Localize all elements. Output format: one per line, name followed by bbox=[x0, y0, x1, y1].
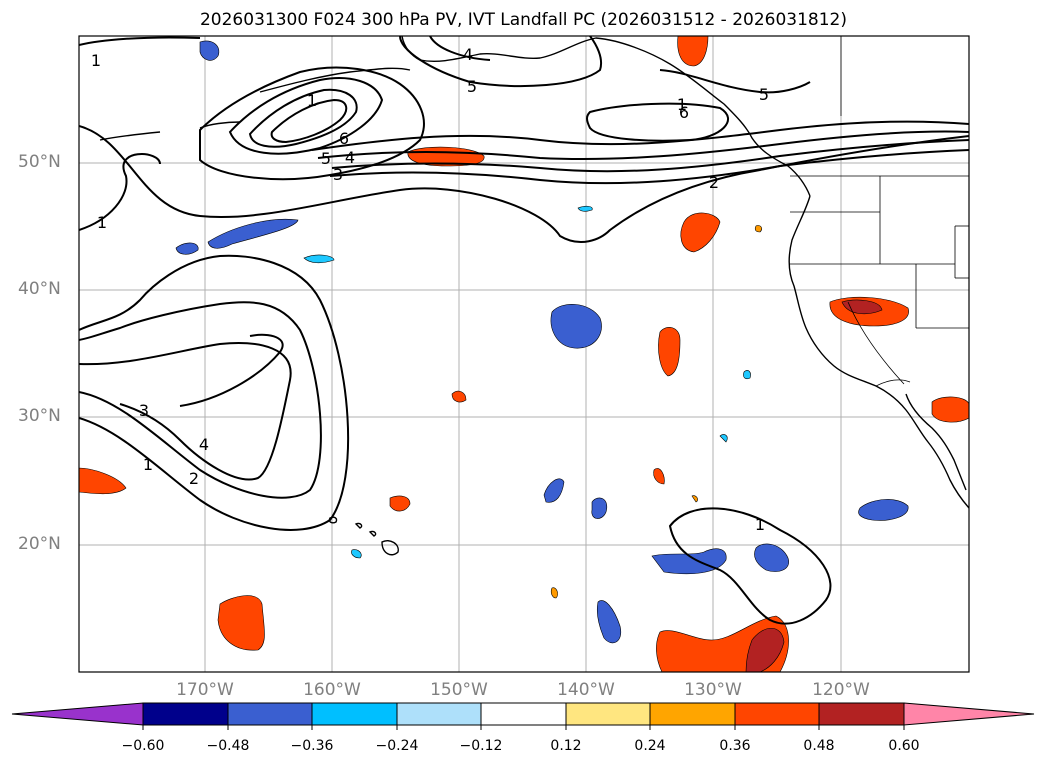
lat-label: 50°N bbox=[18, 152, 61, 172]
colorbar-extend-high bbox=[903, 702, 1035, 726]
neg-blob bbox=[303, 254, 335, 264]
lat-label: 40°N bbox=[18, 279, 61, 299]
colorbar-tick-label: 0.12 bbox=[550, 738, 582, 754]
colorbar-tick-label: 0.36 bbox=[719, 738, 751, 754]
pos-blob bbox=[680, 212, 721, 253]
contour-label: 1 bbox=[307, 91, 317, 110]
colorbar-segment bbox=[565, 702, 651, 726]
gridlines bbox=[79, 36, 969, 672]
colorbar-segment bbox=[649, 702, 736, 726]
contour-label: 2 bbox=[709, 173, 719, 192]
map-frame bbox=[78, 35, 970, 673]
colorbar bbox=[11, 702, 1035, 730]
neg-blob bbox=[754, 543, 789, 572]
colorbar-segment bbox=[396, 702, 482, 726]
map-title: 2026031300 F024 300 hPa PV, IVT Landfall… bbox=[199, 10, 847, 30]
contour-label: 3 bbox=[333, 165, 343, 184]
contour-label: 6 bbox=[339, 129, 349, 148]
colorbar-segment bbox=[227, 702, 313, 726]
pos-blob bbox=[79, 467, 127, 495]
colorbar-tick-label: −0.12 bbox=[459, 738, 503, 754]
lon-label: 170°W bbox=[176, 680, 234, 700]
pv-contours bbox=[79, 36, 969, 625]
neg-blob bbox=[207, 218, 299, 249]
colorbar-tick-label: −0.36 bbox=[290, 738, 334, 754]
neg-blob bbox=[577, 205, 593, 212]
contour-labels: 1 1 1 1 6 5 4 3 5 4 5 6 2 3 4 1 2 1 bbox=[91, 45, 769, 534]
neg-blob bbox=[719, 434, 728, 443]
colorbar-segment bbox=[142, 702, 229, 726]
neg-blob bbox=[591, 497, 608, 519]
colorbar-extend-low bbox=[11, 702, 144, 726]
state-borders bbox=[790, 36, 969, 387]
colorbar-tick-label: 0.24 bbox=[634, 738, 666, 754]
pos-blob bbox=[217, 595, 265, 651]
colorbar-tick-label: −0.48 bbox=[206, 738, 250, 754]
contour-label: 1 bbox=[755, 515, 765, 534]
pos-blob bbox=[931, 396, 969, 423]
contour-label: 5 bbox=[759, 85, 769, 104]
pos-blob bbox=[677, 36, 709, 67]
pos-blob bbox=[754, 225, 762, 233]
colorbar-tick-label: 0.48 bbox=[803, 738, 835, 754]
positive-anomaly-areas bbox=[79, 36, 969, 672]
neg-blob bbox=[596, 600, 622, 644]
contour-label: 1 bbox=[97, 213, 107, 232]
colorbar-segment bbox=[311, 702, 398, 726]
colorbar-tick-label: −0.24 bbox=[375, 738, 419, 754]
pos-blob bbox=[691, 495, 698, 503]
pos-blob bbox=[550, 587, 558, 599]
colorbar-segment bbox=[818, 702, 905, 726]
neg-blob bbox=[858, 499, 909, 521]
neg-blob bbox=[543, 478, 565, 503]
coastlines bbox=[99, 36, 969, 556]
pos-blob bbox=[745, 627, 785, 672]
contour-label: 2 bbox=[189, 469, 199, 488]
colorbar-tick-label: 0.60 bbox=[888, 738, 920, 754]
colorbar-segment bbox=[480, 702, 567, 726]
pos-blob bbox=[451, 390, 467, 403]
lat-label: 20°N bbox=[18, 534, 61, 554]
negative-anomaly-areas bbox=[175, 40, 909, 644]
contour-label: 1 bbox=[91, 51, 101, 70]
colorbar-segment bbox=[734, 702, 820, 726]
pos-blob bbox=[658, 327, 681, 377]
contour-label: 5 bbox=[467, 77, 477, 96]
lon-label: 150°W bbox=[430, 680, 488, 700]
contour-label: 6 bbox=[679, 103, 689, 122]
contour-label: 1 bbox=[143, 455, 153, 474]
colorbar-tick-label: −0.60 bbox=[121, 738, 165, 754]
neg-blob bbox=[199, 40, 220, 61]
contour-label: 4 bbox=[463, 45, 473, 64]
lat-label: 30°N bbox=[18, 406, 61, 426]
lon-label: 130°W bbox=[684, 680, 742, 700]
lon-label: 140°W bbox=[557, 680, 615, 700]
lon-label: 120°W bbox=[812, 680, 870, 700]
contour-label: 4 bbox=[345, 148, 355, 167]
colorbar-ticks bbox=[142, 725, 905, 730]
neg-blob bbox=[743, 370, 751, 380]
contour-label: 4 bbox=[199, 435, 209, 454]
contour-label: 5 bbox=[321, 149, 331, 168]
lon-label: 160°W bbox=[303, 680, 361, 700]
contour-label: 3 bbox=[139, 401, 149, 420]
contour-label: 1 bbox=[677, 95, 687, 114]
pos-blob bbox=[653, 468, 665, 485]
pos-blob bbox=[389, 495, 411, 512]
neg-blob bbox=[351, 549, 362, 559]
neg-blob bbox=[651, 548, 727, 575]
neg-blob bbox=[550, 304, 602, 349]
neg-blob bbox=[175, 242, 199, 255]
